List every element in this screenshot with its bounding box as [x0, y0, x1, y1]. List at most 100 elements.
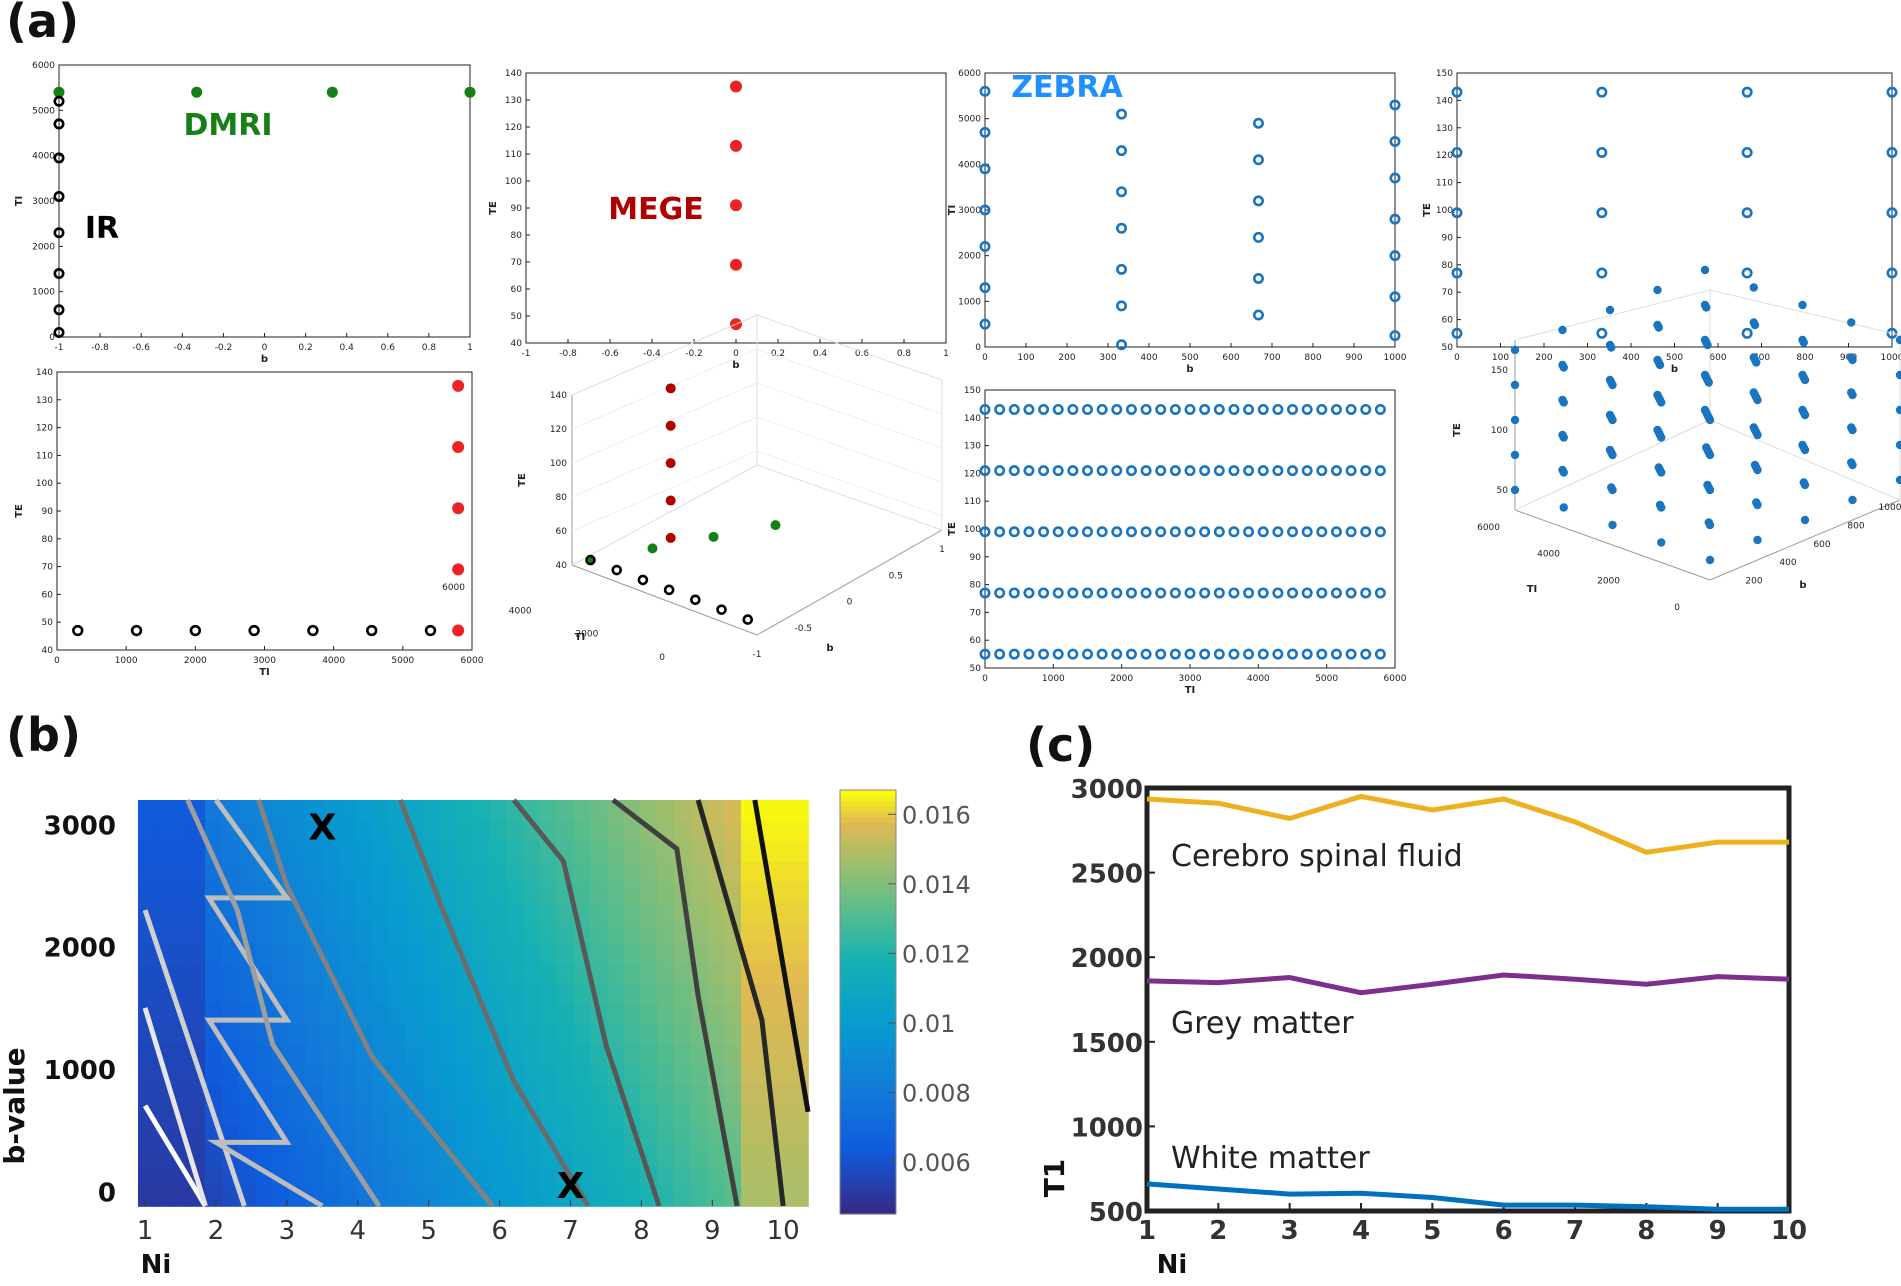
heatmap-cell [623, 1185, 642, 1207]
colorbar-cell [840, 1012, 896, 1019]
heatmap-cell [774, 840, 793, 862]
b-tick-label: 1000 [1879, 503, 1901, 513]
heatmap-cell [322, 921, 340, 943]
heatmap-cell [406, 1023, 424, 1045]
grid-line [571, 416, 758, 498]
axis-box [756, 464, 943, 531]
heatmap-cell [791, 942, 809, 964]
heatmap-cell [138, 1063, 156, 1085]
heatmap-cell [674, 1063, 692, 1085]
heatmap-cell [372, 1124, 391, 1146]
chart-c: 1 2 3 4 5 6 7 8 9 10 500 1000 1500 2000 2500 3000 Ni T1 Ce… [1038, 775, 1807, 1280]
heatmap-cell [339, 1165, 357, 1187]
heatmap-cell [422, 1063, 441, 1085]
colorbar-frame [839, 789, 897, 1215]
heatmap-cell [305, 1124, 324, 1146]
colorbar-cell [840, 1033, 896, 1040]
heatmap-cell [305, 901, 324, 923]
heatmap-cell [607, 921, 625, 943]
heatmap-cell [456, 1124, 474, 1146]
heatmap-cell [640, 1084, 659, 1106]
heatmap-cell [489, 1145, 508, 1167]
heatmap-cell [322, 942, 340, 964]
heatmap-cell [439, 800, 458, 822]
data-point [53, 190, 65, 202]
y-tick-label: 130 [36, 396, 53, 406]
data-point [611, 564, 623, 576]
colorbar-cell [840, 795, 896, 802]
data-point [1155, 465, 1167, 477]
x-tick-label: 4000 [1247, 674, 1270, 684]
colorbar-cell [840, 922, 896, 929]
heatmap-cell [138, 1185, 156, 1207]
heatmap-cell [406, 1003, 424, 1025]
colorbar-cell [840, 970, 896, 977]
heatmap-cell [339, 800, 357, 822]
colorbar-cell [840, 1023, 896, 1030]
heatmap-cell [674, 982, 692, 1004]
heatmap-cell [154, 1104, 173, 1126]
heatmap-cell [640, 881, 659, 903]
data-point [1116, 145, 1128, 157]
heatmap-cell [573, 1124, 592, 1146]
heatmap-cell [506, 1165, 525, 1187]
data-point [1657, 433, 1666, 442]
colorbar-cell [840, 1108, 896, 1114]
x-axis-label: b [261, 354, 268, 365]
heatmap-cell [456, 820, 474, 842]
plot-frame [56, 371, 473, 651]
data-point [1067, 648, 1079, 660]
heatmap-cell [154, 881, 173, 903]
data-point [1800, 445, 1810, 455]
x-tick-label: 2 [208, 1216, 225, 1246]
b-tick-label: 600 [1813, 540, 1830, 550]
x-tick-label: 0 [982, 353, 988, 363]
data-point [1301, 587, 1313, 599]
heatmap-cell [305, 840, 324, 862]
heatmap-cell [473, 1084, 491, 1106]
colorbar-cell [840, 1182, 896, 1189]
heatmap-cell [707, 942, 726, 964]
data-point [1703, 340, 1712, 350]
data-point [1753, 465, 1762, 475]
data-point [1657, 538, 1666, 547]
heatmap-cell [355, 860, 374, 882]
heatmap-cell [422, 921, 441, 943]
heatmap-cell [623, 962, 642, 984]
heatmap-cell [138, 860, 156, 882]
y-tick-label: 110 [964, 497, 981, 507]
heatmap-cell [355, 1063, 374, 1085]
chart-a5: 0 1000 2000 3000 4000 5000 6000 40 50 60 70 80 90 100… [14, 368, 484, 678]
heatmap-cell [439, 1185, 458, 1207]
data-point [1451, 207, 1463, 219]
grid-line [571, 348, 758, 430]
y-tick-label: 0 [975, 343, 981, 353]
colorbar-cell [840, 1044, 896, 1051]
heatmap-cell [741, 1145, 759, 1167]
heatmap-cell [372, 1023, 391, 1045]
data-point [1389, 291, 1401, 303]
b-tick-label: 800 [1847, 521, 1864, 531]
heatmap-cell [640, 1003, 659, 1025]
heatmap-cell [389, 881, 407, 903]
heatmap-cell [489, 820, 508, 842]
data-point [665, 383, 676, 394]
colorbar-cell [840, 1118, 896, 1125]
heatmap-cell [406, 942, 424, 964]
heatmap-cell [154, 982, 173, 1004]
heatmap-cell [339, 860, 357, 882]
heatmap-cell [657, 942, 675, 964]
heatmap-cell [372, 1003, 391, 1025]
heatmap-cell [138, 942, 156, 964]
heatmap-cell [791, 1003, 809, 1025]
heatmap-cell [657, 1104, 675, 1126]
heatmap-cell [540, 982, 558, 1004]
colorbar-cell [840, 1155, 896, 1162]
heatmap-cell [171, 942, 190, 964]
heatmap-cell [556, 921, 575, 943]
x-tick-label: 300 [1099, 353, 1116, 363]
y-tick-label: 150 [964, 386, 981, 396]
x-tick-label: 300 [1579, 353, 1596, 363]
heatmap-cell [288, 820, 307, 842]
heatmap-cell [339, 942, 357, 964]
